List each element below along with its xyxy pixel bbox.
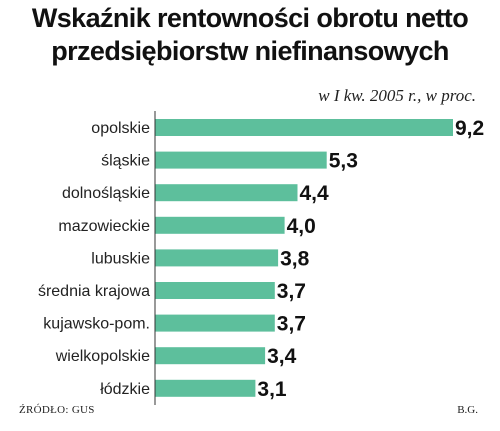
value-label-wielkopolskie: 3,4 [267,345,297,368]
bars-group: opolskie 9,2 śląskie 5,3 dolnośląskie 4,4 mazo… [38,117,484,401]
value-label-slaskie: 5,3 [329,150,358,173]
source-note: ŹRÓDŁO: GUS [19,404,95,416]
value-label-lodzkie: 3,1 [257,378,287,401]
bar-srednia-krajowa [155,282,275,299]
chart-subtitle: w I kw. 2005 r., w proc. [318,86,476,105]
category-label-dolnoslaskie: dolnośląskie [62,185,150,202]
value-label-srednia-krajowa: 3,7 [277,280,306,303]
category-label-wielkopolskie: wielkopolskie [55,348,150,365]
author-initials: B.G. [457,404,478,416]
bar-mazowieckie [155,216,285,234]
category-label-opolskie: opolskie [91,120,150,137]
value-label-dolnoslaskie: 4,4 [300,182,330,205]
chart-title-line-2: przedsiębiorstw niefinansowych [51,36,449,66]
bar-slaskie [155,151,327,169]
category-label-slaskie: śląskie [101,153,150,170]
chart-title-line-1: Wskaźnik rentowności obrotu netto [31,3,469,33]
bar-wielkopolskie [155,347,266,365]
category-label-lubuskie: lubuskie [91,250,150,267]
value-label-lubuskie: 3,8 [280,247,310,270]
bar-kujawsko-pom [155,314,275,332]
bar-dolnoslaskie [155,184,298,202]
bar-lodzkie [155,379,256,397]
category-label-kujawsko-pom: kujawsko-pom. [43,316,150,333]
bar-opolskie [155,119,453,136]
value-label-mazowieckie: 4,0 [287,215,316,238]
value-label-kujawsko-pom: 3,7 [277,313,306,336]
category-label-mazowieckie: mazowieckie [58,218,150,235]
bar-lubuskie [155,249,279,267]
category-label-srednia-krajowa: średnia krajowa [38,283,150,300]
category-label-lodzkie: łódzkie [100,381,150,398]
value-label-opolskie: 9,2 [455,117,484,140]
